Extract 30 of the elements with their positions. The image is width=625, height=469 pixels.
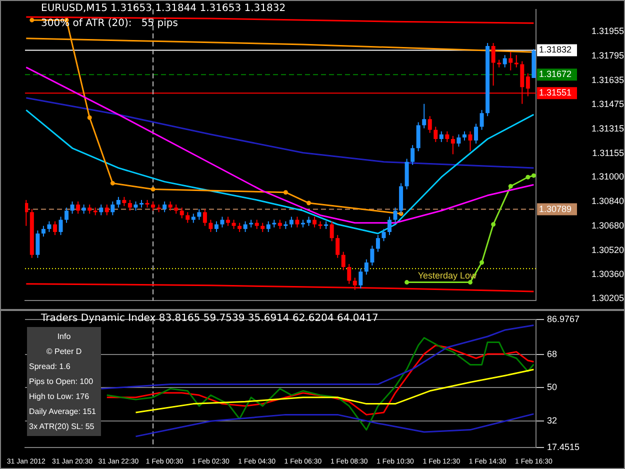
y-tick-label: 50 — [547, 382, 558, 392]
y-tick-label: 1.31000 — [591, 172, 624, 182]
annotation: 3x ATR(20) SL: 55 — [29, 421, 96, 433]
y-tick-label: 1.31475 — [591, 99, 624, 110]
y-tick-label: 1.31635 — [591, 74, 624, 85]
annotation: Info — [56, 331, 72, 343]
annotation: Daily Average: 151 — [29, 406, 98, 418]
annotation: Spread: 1.6 — [29, 361, 72, 373]
y-tick-label: 1.31315 — [591, 124, 624, 134]
y-tick-label: 86.9767 — [547, 314, 580, 324]
y-tick-label: 1.30520 — [591, 244, 624, 255]
y-tick-label: 1.31955 — [591, 26, 624, 36]
y-tick-label: 1.30205 — [591, 292, 624, 303]
chart-title: Traders Dynamic Index 83.8165 59.7539 35.6914 62.6204 64.0417 — [41, 313, 378, 324]
y-tick-label: 1.30680 — [591, 220, 624, 230]
annotation: Pips to Open: 100 — [29, 376, 94, 388]
y-tick-label: 17.4515 — [547, 442, 580, 452]
annotation: © Peter D — [45, 346, 83, 358]
y-tick-label: 1.30360 — [591, 269, 624, 280]
y-tick-label: 1.31795 — [591, 50, 624, 60]
y-tick-label: 32 — [547, 415, 558, 426]
annotation: High to Low: 176 — [29, 391, 90, 403]
y-tick-label: 1.30840 — [591, 196, 624, 206]
ref-line-label: 1.31551 — [539, 88, 572, 98]
ref-line-label: 1.31832 — [539, 44, 572, 55]
ref-line-label: 1.30789 — [539, 204, 572, 214]
y-tick-label: 68 — [547, 348, 558, 359]
chart-title: EURUSD,M15 1.31653 1.31844 1.31653 1.31832 — [41, 3, 286, 14]
y-tick-label: 1.31155 — [592, 148, 624, 158]
ref-line-label: 1.31672 — [539, 69, 572, 80]
